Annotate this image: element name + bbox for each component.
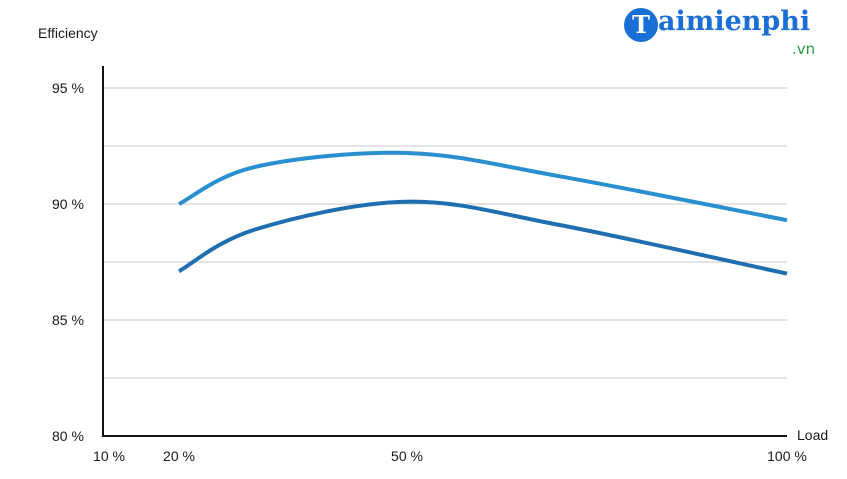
series-line-lower — [177, 199, 788, 276]
x-axis-title: Load — [797, 427, 828, 443]
x-tick-label: 20 % — [163, 448, 195, 464]
y-tick-labels: 80 % 85 % 90 % 95 % — [52, 80, 84, 444]
y-tick-label: 90 % — [52, 196, 84, 212]
logo-domain: .vn — [792, 40, 816, 58]
series-lines — [177, 150, 788, 276]
y-tick-label: 80 % — [52, 428, 84, 444]
x-tick-labels: 10 % 20 % 50 % 100 % — [93, 448, 807, 464]
logo-wordmark: aimienphi — [658, 6, 811, 37]
grid-lines — [103, 87, 787, 379]
y-axis-title: Efficiency — [38, 25, 98, 41]
brand-logo: T aimienphi .vn — [624, 4, 844, 64]
axes — [102, 66, 787, 437]
x-tick-label: 10 % — [93, 448, 125, 464]
logo-badge-icon: T — [624, 8, 658, 42]
x-tick-label: 50 % — [391, 448, 423, 464]
y-tick-label: 85 % — [52, 312, 84, 328]
series-line-upper — [178, 150, 788, 223]
y-tick-label: 95 % — [52, 80, 84, 96]
x-tick-label: 100 % — [767, 448, 807, 464]
